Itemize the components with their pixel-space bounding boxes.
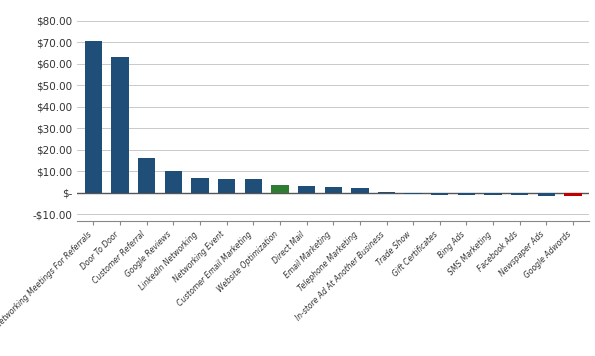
- Bar: [138, 158, 155, 193]
- Bar: [271, 184, 289, 193]
- Bar: [165, 171, 182, 193]
- Bar: [324, 187, 342, 193]
- Bar: [218, 179, 235, 193]
- Bar: [405, 193, 422, 194]
- Bar: [351, 188, 368, 193]
- Bar: [511, 193, 528, 195]
- Bar: [565, 193, 582, 196]
- Bar: [458, 193, 475, 195]
- Bar: [84, 41, 102, 193]
- Bar: [298, 186, 315, 193]
- Bar: [111, 57, 129, 193]
- Bar: [378, 192, 395, 193]
- Bar: [191, 178, 209, 193]
- Bar: [538, 193, 555, 195]
- Bar: [431, 193, 449, 195]
- Bar: [484, 193, 502, 195]
- Bar: [245, 179, 262, 193]
